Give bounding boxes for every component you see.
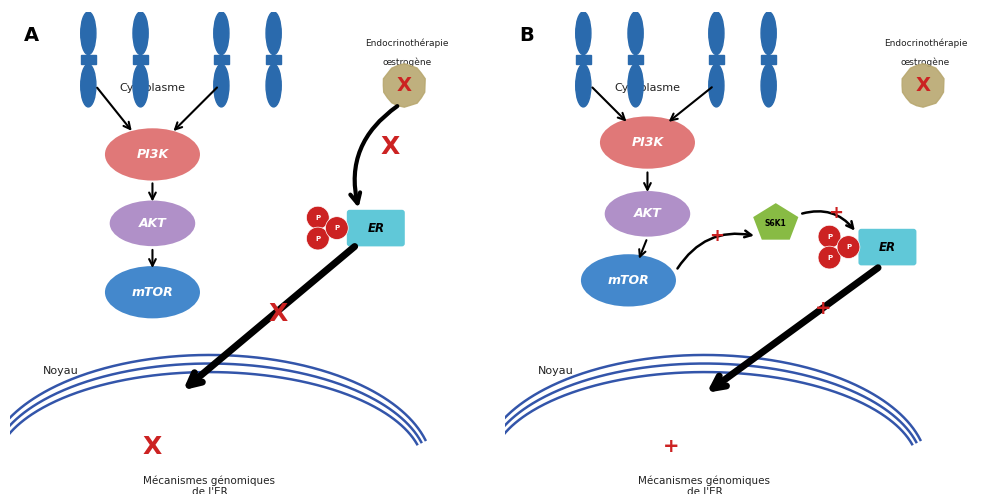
FancyBboxPatch shape bbox=[346, 210, 405, 247]
Bar bbox=[761, 55, 776, 64]
Ellipse shape bbox=[581, 254, 676, 306]
Bar bbox=[214, 55, 229, 64]
Ellipse shape bbox=[81, 64, 96, 107]
Ellipse shape bbox=[81, 12, 96, 55]
Ellipse shape bbox=[110, 201, 195, 246]
Text: mTOR: mTOR bbox=[608, 274, 649, 287]
Circle shape bbox=[818, 225, 841, 248]
Ellipse shape bbox=[628, 64, 644, 107]
Ellipse shape bbox=[133, 12, 148, 55]
Text: ER: ER bbox=[879, 241, 896, 253]
Bar bbox=[709, 55, 724, 64]
Ellipse shape bbox=[105, 266, 200, 318]
Ellipse shape bbox=[761, 12, 776, 55]
Ellipse shape bbox=[214, 12, 229, 55]
Bar bbox=[266, 55, 281, 64]
Text: +: + bbox=[663, 437, 679, 456]
Circle shape bbox=[326, 217, 348, 240]
Text: X: X bbox=[380, 135, 400, 159]
Text: PI3K: PI3K bbox=[632, 136, 663, 149]
Text: ER: ER bbox=[367, 222, 384, 235]
Circle shape bbox=[838, 236, 860, 258]
Text: P: P bbox=[827, 234, 832, 240]
Text: Cytoplasme: Cytoplasme bbox=[120, 83, 185, 93]
Circle shape bbox=[307, 227, 330, 250]
Bar bbox=[576, 55, 591, 64]
Text: X: X bbox=[268, 302, 288, 326]
Ellipse shape bbox=[605, 191, 690, 237]
Bar bbox=[133, 55, 148, 64]
Ellipse shape bbox=[266, 12, 281, 55]
Text: P: P bbox=[315, 236, 321, 242]
Ellipse shape bbox=[214, 64, 229, 107]
Ellipse shape bbox=[600, 117, 695, 168]
Text: Cytoplasme: Cytoplasme bbox=[615, 83, 680, 93]
Circle shape bbox=[307, 206, 330, 229]
Ellipse shape bbox=[266, 64, 281, 107]
FancyBboxPatch shape bbox=[858, 229, 917, 265]
Text: œstrogène: œstrogène bbox=[382, 57, 432, 67]
Text: AKT: AKT bbox=[634, 207, 661, 220]
Text: Mécanismes génomiques
de l'ER: Mécanismes génomiques de l'ER bbox=[639, 475, 770, 494]
Text: X: X bbox=[397, 76, 412, 95]
Polygon shape bbox=[383, 64, 425, 107]
Text: +: + bbox=[815, 299, 832, 318]
Ellipse shape bbox=[576, 12, 591, 55]
Bar bbox=[628, 55, 644, 64]
Text: Noyau: Noyau bbox=[44, 366, 79, 375]
Text: P: P bbox=[315, 214, 321, 221]
Text: AKT: AKT bbox=[139, 217, 166, 230]
Ellipse shape bbox=[628, 12, 644, 55]
Text: S6K1: S6K1 bbox=[765, 219, 787, 228]
Text: X: X bbox=[143, 435, 162, 458]
Ellipse shape bbox=[709, 64, 724, 107]
Text: P: P bbox=[335, 225, 340, 231]
Text: B: B bbox=[519, 26, 534, 45]
Ellipse shape bbox=[761, 64, 776, 107]
Text: +: + bbox=[709, 227, 724, 245]
Text: mTOR: mTOR bbox=[132, 286, 173, 299]
Text: P: P bbox=[827, 254, 832, 260]
Text: Noyau: Noyau bbox=[539, 366, 574, 375]
Ellipse shape bbox=[709, 12, 724, 55]
Text: +: + bbox=[828, 205, 842, 222]
Text: P: P bbox=[845, 244, 851, 250]
Circle shape bbox=[818, 246, 841, 269]
Text: A: A bbox=[24, 26, 40, 45]
Text: Endocrinothérapie: Endocrinothérapie bbox=[365, 38, 448, 47]
Ellipse shape bbox=[105, 128, 200, 181]
Text: PI3K: PI3K bbox=[137, 148, 168, 161]
Text: X: X bbox=[916, 76, 931, 95]
Bar bbox=[81, 55, 96, 64]
Text: Mécanismes génomiques
de l'ER: Mécanismes génomiques de l'ER bbox=[144, 475, 275, 494]
Ellipse shape bbox=[133, 64, 148, 107]
Text: œstrogène: œstrogène bbox=[901, 57, 950, 67]
Text: Endocrinothérapie: Endocrinothérapie bbox=[884, 38, 967, 47]
Polygon shape bbox=[902, 64, 943, 107]
Polygon shape bbox=[753, 203, 798, 240]
Ellipse shape bbox=[576, 64, 591, 107]
